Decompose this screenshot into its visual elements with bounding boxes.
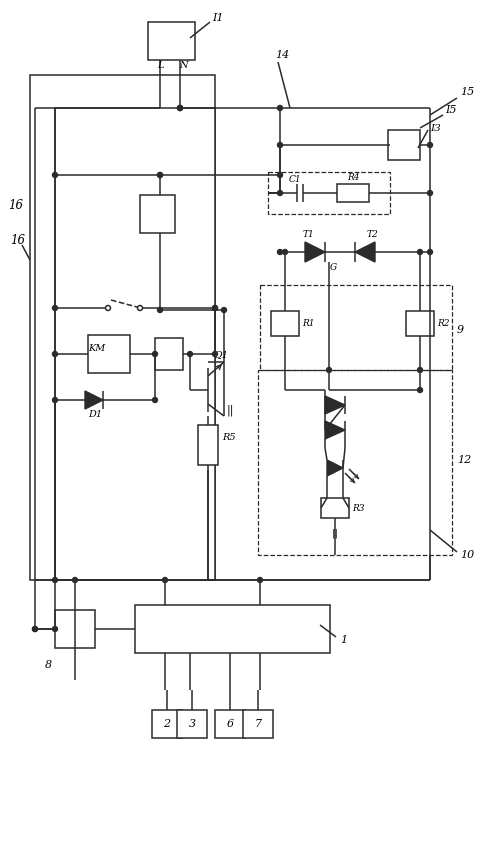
Text: G: G [329, 264, 337, 273]
Text: T2: T2 [367, 230, 379, 239]
Circle shape [73, 577, 77, 582]
Circle shape [278, 250, 282, 254]
Bar [177, 710, 207, 738]
Text: 16: 16 [8, 199, 23, 212]
Circle shape [177, 105, 183, 111]
Circle shape [282, 250, 287, 254]
Circle shape [33, 626, 37, 632]
Polygon shape [85, 391, 103, 409]
Bar [388, 130, 420, 160]
Text: 12: 12 [457, 455, 471, 465]
Circle shape [53, 352, 57, 356]
Text: 7: 7 [254, 719, 262, 729]
Text: ||: || [226, 405, 234, 416]
Circle shape [428, 143, 432, 148]
Text: 16: 16 [11, 234, 25, 246]
Bar [55, 108, 215, 580]
Text: L: L [157, 60, 163, 70]
Circle shape [428, 190, 432, 196]
Text: R1: R1 [302, 319, 315, 327]
Text: 2: 2 [164, 719, 170, 729]
Circle shape [152, 352, 157, 356]
Bar [268, 172, 390, 214]
Circle shape [278, 173, 282, 178]
Circle shape [163, 577, 168, 582]
Bar [88, 335, 130, 373]
Text: T1: T1 [303, 230, 315, 239]
Text: 14: 14 [275, 50, 289, 60]
Text: Q1: Q1 [213, 350, 228, 360]
Circle shape [53, 577, 57, 582]
Circle shape [212, 305, 218, 310]
Bar [271, 311, 299, 336]
Bar [260, 285, 452, 370]
Polygon shape [327, 460, 343, 476]
Circle shape [177, 105, 183, 111]
Text: 3: 3 [188, 719, 196, 729]
Circle shape [152, 398, 157, 403]
Circle shape [417, 367, 423, 372]
Circle shape [157, 173, 163, 178]
Circle shape [222, 308, 226, 313]
Bar [321, 498, 349, 518]
Circle shape [33, 626, 37, 632]
Circle shape [212, 352, 218, 356]
Circle shape [177, 105, 183, 111]
Text: I3: I3 [430, 123, 441, 133]
Circle shape [326, 367, 332, 372]
Bar [148, 22, 195, 60]
Bar [337, 184, 369, 202]
Circle shape [53, 305, 57, 310]
Text: R4: R4 [347, 173, 359, 182]
Polygon shape [355, 242, 375, 262]
Circle shape [278, 105, 282, 111]
Polygon shape [325, 421, 345, 439]
Text: 10: 10 [460, 550, 474, 560]
Text: I5: I5 [445, 105, 456, 115]
Circle shape [278, 143, 282, 148]
Bar [135, 605, 330, 653]
Circle shape [417, 250, 423, 254]
Bar [258, 370, 452, 555]
Text: 8: 8 [44, 660, 52, 670]
Bar [198, 425, 218, 465]
Bar [406, 311, 434, 336]
Bar [55, 610, 95, 648]
Text: KM: KM [88, 343, 106, 353]
Circle shape [53, 173, 57, 178]
Text: 9: 9 [457, 325, 464, 335]
Circle shape [53, 626, 57, 632]
Text: 6: 6 [226, 719, 234, 729]
Circle shape [428, 250, 432, 254]
Bar [243, 710, 273, 738]
Circle shape [212, 305, 218, 310]
Text: ||: || [332, 528, 338, 538]
Circle shape [157, 173, 163, 178]
Text: I1: I1 [212, 13, 224, 23]
Text: 15: 15 [460, 87, 474, 97]
Bar [30, 75, 215, 580]
Bar [215, 710, 245, 738]
Text: R2: R2 [437, 319, 450, 327]
Polygon shape [305, 242, 325, 262]
Text: D1: D1 [88, 410, 102, 418]
Circle shape [157, 308, 163, 313]
Bar [140, 195, 175, 233]
Text: N: N [179, 60, 187, 70]
Circle shape [258, 577, 262, 582]
Circle shape [187, 352, 192, 356]
Circle shape [417, 388, 423, 393]
Text: R3: R3 [352, 503, 364, 513]
Circle shape [278, 190, 282, 196]
Bar [155, 338, 183, 370]
Text: R5: R5 [222, 433, 236, 441]
Bar [152, 710, 182, 738]
Text: C1: C1 [289, 174, 301, 184]
Circle shape [53, 398, 57, 403]
Text: 1: 1 [340, 635, 347, 645]
Polygon shape [325, 396, 345, 414]
